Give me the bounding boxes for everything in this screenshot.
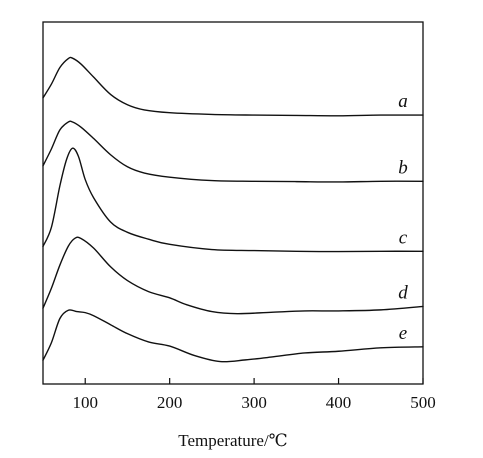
x-tick-label-300: 300 — [241, 393, 267, 412]
x-tick-label-400: 400 — [326, 393, 352, 412]
series-label-b: b — [398, 157, 408, 178]
series-label-c: c — [399, 227, 408, 248]
series-line-b — [42, 120, 424, 183]
series-label-d: d — [398, 282, 408, 303]
x-tick-label-200: 200 — [157, 393, 183, 412]
series-labels: a b c de — [398, 91, 408, 344]
x-axis-ticks — [84, 378, 424, 384]
x-axis-tick-labels: 100 200 300 400 500 — [72, 393, 435, 412]
series-line-d — [42, 236, 424, 315]
x-tick-label-100: 100 — [72, 393, 98, 412]
series-line-a — [42, 56, 424, 117]
series-label-a: a — [398, 91, 408, 112]
series-line-c — [42, 147, 424, 253]
x-axis-title: Temperature/℃ — [178, 431, 287, 450]
x-tick-label-500: 500 — [410, 393, 436, 412]
series-line-e — [42, 309, 424, 363]
series-curves — [42, 56, 424, 363]
plot-frame — [42, 21, 424, 385]
series-label-e: e — [399, 323, 407, 344]
